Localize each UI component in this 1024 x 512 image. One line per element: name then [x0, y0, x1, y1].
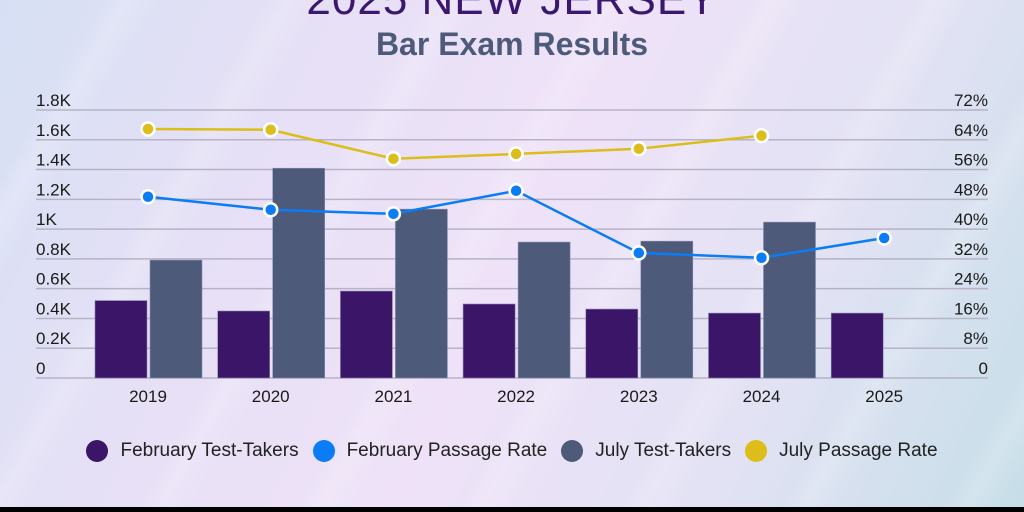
rate-point[interactable] — [753, 250, 770, 266]
rate-line — [147, 127, 762, 161]
legend-item-feb-takers[interactable]: February Test-Takers — [86, 440, 299, 462]
rate-point[interactable] — [753, 127, 770, 144]
left-tick-label: 1.2K — [36, 180, 72, 199]
feb-takers-bar[interactable] — [830, 312, 884, 379]
jul-takers-bar[interactable] — [272, 167, 326, 379]
bars — [94, 167, 884, 379]
legend-dot-icon — [86, 440, 109, 462]
legend-dot-icon — [312, 440, 335, 462]
right-tick-label: 40% — [954, 210, 988, 229]
x-tick-label: 2022 — [497, 387, 535, 406]
left-tick-label: 0.2K — [36, 329, 72, 348]
legend-dot-icon — [745, 440, 768, 462]
jul-takers-bar[interactable] — [763, 221, 816, 379]
right-tick-label: 72% — [954, 91, 988, 110]
feb-takers-bar[interactable] — [462, 303, 516, 379]
x-tick-label: 2021 — [374, 387, 412, 406]
feb-takers-bar[interactable] — [585, 308, 639, 379]
right-tick-label: 0 — [979, 359, 988, 378]
left-tick-label: 0.8K — [36, 240, 72, 259]
rate-point[interactable] — [262, 202, 279, 218]
rate-point[interactable] — [631, 245, 647, 261]
chart-title: 2025 NEW JERSEY — [0, 0, 1024, 22]
right-axis-labels: 0 8% 16% 24% 32% 40% 48% 56% 64% 72% — [954, 91, 988, 378]
jul-takers-bar[interactable] — [149, 259, 203, 379]
left-tick-label: 0.4K — [36, 299, 72, 318]
legend-item-feb-rate[interactable]: February Passage Rate — [312, 440, 547, 462]
bottom-border — [0, 507, 1024, 512]
rate-point[interactable] — [508, 146, 524, 162]
feb-takers-bar[interactable] — [94, 300, 148, 379]
right-tick-label: 24% — [954, 270, 988, 289]
feb-takers-bar[interactable] — [217, 310, 270, 379]
jul-takers-bar[interactable] — [640, 240, 694, 379]
jul-takers-bar[interactable] — [517, 241, 571, 379]
x-tick-label: 2023 — [620, 387, 658, 406]
right-tick-label: 8% — [963, 329, 988, 348]
rate-point[interactable] — [385, 151, 402, 167]
legend: February Test-Takers February Passage Ra… — [0, 440, 1024, 462]
legend-dot-icon — [561, 440, 584, 462]
rate-point[interactable] — [140, 121, 156, 137]
rate-point[interactable] — [631, 140, 647, 157]
right-tick-label: 32% — [954, 240, 988, 259]
rate-point[interactable] — [876, 230, 892, 246]
rate-point[interactable] — [140, 188, 156, 205]
lines — [140, 121, 892, 266]
feb-takers-bar[interactable] — [708, 312, 761, 379]
x-tick-label: 2025 — [865, 387, 903, 406]
x-tick-label: 2020 — [252, 387, 290, 406]
right-tick-label: 16% — [954, 299, 988, 318]
left-tick-label: 1.4K — [36, 151, 72, 170]
right-tick-label: 64% — [954, 121, 988, 140]
legend-item-jul-rate[interactable]: July Passage Rate — [745, 440, 938, 462]
x-axis-labels: 2019 2020 2021 2022 2023 2024 2025 — [129, 387, 903, 406]
left-tick-label: 0.6K — [36, 270, 72, 289]
rate-point[interactable] — [262, 121, 279, 138]
rate-point[interactable] — [508, 183, 524, 199]
right-tick-label: 56% — [954, 151, 988, 170]
left-tick-label: 0 — [36, 359, 45, 378]
left-tick-label: 1.8K — [36, 91, 72, 110]
jul-takers-bar[interactable] — [395, 208, 448, 379]
feb-takers-bar[interactable] — [340, 290, 393, 379]
right-tick-label: 48% — [954, 180, 988, 199]
x-tick-label: 2024 — [743, 387, 781, 406]
legend-item-jul-takers[interactable]: July Test-Takers — [561, 440, 731, 462]
left-tick-label: 1K — [36, 210, 57, 229]
chart-subtitle: Bar Exam Results — [375, 26, 649, 62]
x-tick-label: 2019 — [129, 387, 167, 406]
left-axis-labels: 0 0.2K 0.4K 0.6K 0.8K 1K 1.2K 1.4K 1.6K 1.8K — [36, 91, 72, 378]
left-tick-label: 1.6K — [36, 121, 72, 140]
rate-point[interactable] — [385, 206, 402, 222]
